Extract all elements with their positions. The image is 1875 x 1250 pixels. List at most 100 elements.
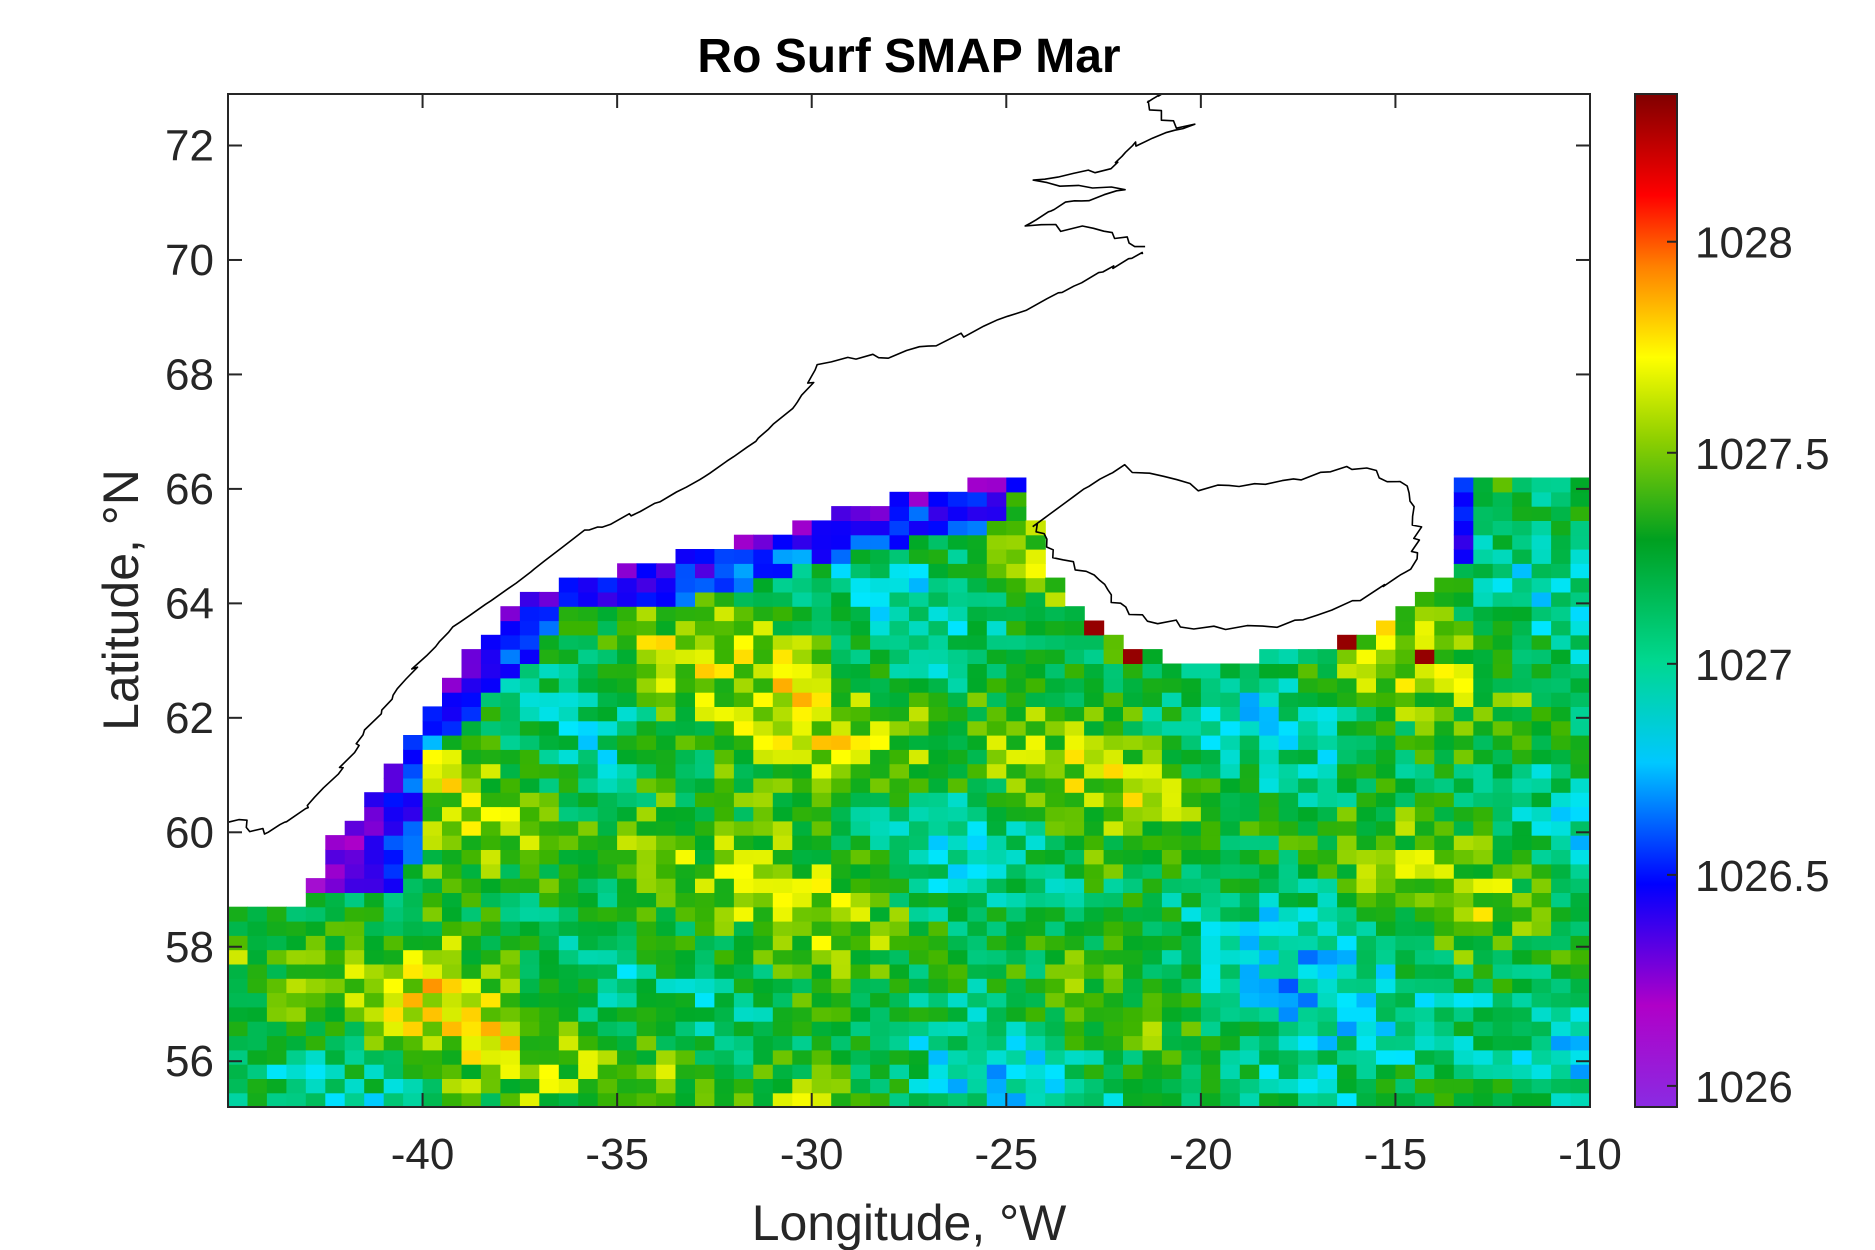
heatmap-cell <box>266 1006 287 1022</box>
heatmap-cell <box>753 892 774 908</box>
heatmap-cell <box>772 978 793 994</box>
heatmap-cell <box>1006 491 1027 507</box>
heatmap-cell <box>578 735 599 750</box>
heatmap-cell <box>1200 878 1221 893</box>
heatmap-cell <box>422 992 443 1008</box>
heatmap-cell <box>442 949 463 965</box>
heatmap-cell <box>1064 763 1085 779</box>
iceland-coastline <box>1032 463 1423 631</box>
heatmap-cell <box>422 878 443 893</box>
heatmap-cell <box>909 949 930 965</box>
heatmap-cell <box>986 1035 1007 1051</box>
heatmap-cell <box>1317 978 1338 994</box>
heatmap-cell <box>1103 792 1124 808</box>
heatmap-cell <box>947 1035 968 1051</box>
heatmap-cell <box>986 963 1007 979</box>
heatmap-cell <box>558 792 579 808</box>
heatmap-cell <box>1356 1092 1377 1107</box>
heatmap-cell <box>247 949 268 965</box>
heatmap-cell <box>928 749 949 765</box>
heatmap-cell <box>753 777 774 793</box>
heatmap-cell <box>1161 1049 1182 1065</box>
heatmap-cell <box>1473 649 1494 664</box>
heatmap-cell <box>1298 978 1319 994</box>
heatmap-cell <box>986 906 1007 922</box>
heatmap-cell <box>325 1049 346 1065</box>
heatmap-cell <box>792 706 813 722</box>
heatmap-cell <box>1142 878 1163 893</box>
heatmap-cell <box>870 992 891 1008</box>
heatmap-cell <box>733 649 754 664</box>
heatmap-cell <box>870 906 891 922</box>
heatmap-cell <box>909 921 930 936</box>
heatmap-cell <box>617 591 638 607</box>
heatmap-cell <box>1161 863 1182 879</box>
heatmap-cell <box>519 935 540 951</box>
heatmap-cell <box>1200 921 1221 936</box>
heatmap-cell <box>1181 735 1202 750</box>
heatmap-cell <box>1200 1021 1221 1037</box>
heatmap-cell <box>928 706 949 722</box>
heatmap-cell <box>850 749 871 765</box>
heatmap-cell <box>1356 806 1377 822</box>
heatmap-cell <box>714 1049 735 1065</box>
heatmap-cell <box>519 921 540 936</box>
heatmap-cell <box>1298 963 1319 979</box>
heatmap-cell <box>1512 892 1533 908</box>
heatmap-cell <box>500 649 521 664</box>
heatmap-cell <box>1414 1035 1435 1051</box>
heatmap-cell <box>1337 763 1358 779</box>
heatmap-cell <box>1298 1049 1319 1065</box>
heatmap-cell <box>1278 1035 1299 1051</box>
heatmap-cell <box>1298 1064 1319 1079</box>
heatmap-cell <box>1531 963 1552 979</box>
heatmap-cell <box>539 978 560 994</box>
heatmap-cell <box>1161 921 1182 936</box>
heatmap-cell <box>1239 878 1260 893</box>
heatmap-cell <box>1278 777 1299 793</box>
heatmap-cell <box>1356 792 1377 808</box>
heatmap-cell <box>1006 921 1027 936</box>
heatmap-cell <box>1570 763 1590 779</box>
heatmap-cell <box>1006 477 1027 493</box>
heatmap-cell <box>383 863 404 879</box>
heatmap-cell <box>1200 777 1221 793</box>
heatmap-cell <box>1239 906 1260 922</box>
heatmap-cell <box>1278 863 1299 879</box>
heatmap-cell <box>364 820 385 836</box>
heatmap-cell <box>1278 1021 1299 1037</box>
heatmap-cell <box>442 792 463 808</box>
heatmap-cell <box>1492 663 1513 679</box>
heatmap-cell <box>909 649 930 664</box>
heatmap-cell <box>1045 777 1066 793</box>
heatmap-cell <box>1006 763 1027 779</box>
heatmap-cell <box>1356 692 1377 707</box>
heatmap-cell <box>695 692 716 707</box>
heatmap-cell <box>1512 1092 1533 1107</box>
heatmap-cell <box>1512 620 1533 636</box>
heatmap-cell <box>967 1006 988 1022</box>
heatmap-cell <box>1531 706 1552 722</box>
heatmap-cell <box>228 1035 249 1051</box>
heatmap-cell <box>986 506 1007 521</box>
heatmap-cell <box>733 1006 754 1022</box>
heatmap-cell <box>422 849 443 865</box>
heatmap-cell <box>1200 963 1221 979</box>
heatmap-cell <box>1453 806 1474 822</box>
heatmap-cell <box>228 1064 249 1079</box>
heatmap-cell <box>1045 892 1066 908</box>
heatmap-cell <box>325 992 346 1008</box>
heatmap-cell <box>1434 1021 1455 1037</box>
heatmap-cell <box>1259 749 1280 765</box>
heatmap-cell <box>480 1021 501 1037</box>
heatmap-cell <box>480 949 501 965</box>
heatmap-cell <box>305 978 326 994</box>
heatmap-cell <box>947 606 968 622</box>
heatmap-cell <box>909 735 930 750</box>
heatmap-cell <box>1064 863 1085 879</box>
heatmap-cell <box>1531 563 1552 579</box>
heatmap-cell <box>1317 892 1338 908</box>
heatmap-cell <box>947 777 968 793</box>
heatmap-cell <box>1570 806 1590 822</box>
heatmap-cell <box>228 935 249 951</box>
